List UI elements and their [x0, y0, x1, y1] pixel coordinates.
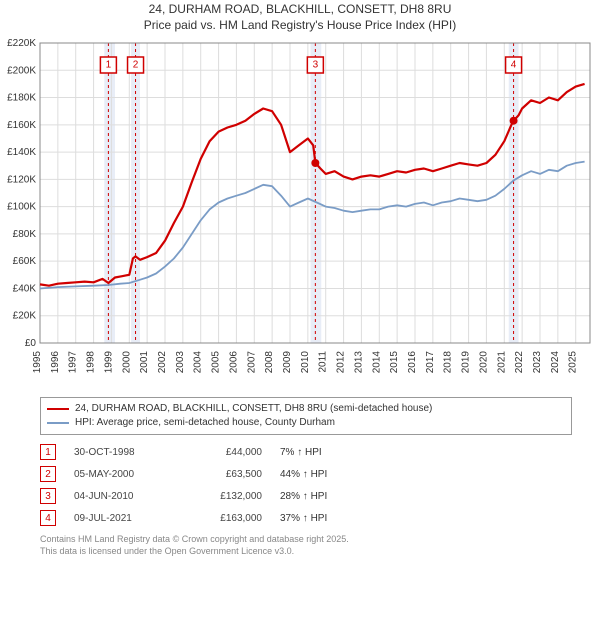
- svg-text:2003: 2003: [175, 351, 186, 374]
- legend-row-blue: HPI: Average price, semi-detached house,…: [47, 416, 565, 430]
- svg-text:1998: 1998: [86, 351, 97, 374]
- svg-text:2005: 2005: [211, 351, 222, 374]
- transaction-row: 1 30-OCT-1998 £44,000 7% ↑ HPI: [40, 441, 572, 463]
- svg-text:2000: 2000: [121, 351, 132, 374]
- tx-price: £163,000: [182, 513, 262, 524]
- svg-text:£20K: £20K: [13, 311, 37, 322]
- transaction-row: 2 05-MAY-2000 £63,500 44% ↑ HPI: [40, 463, 572, 485]
- svg-text:2022: 2022: [514, 351, 525, 374]
- tx-date: 09-JUL-2021: [74, 513, 164, 524]
- tx-pct: 7% ↑ HPI: [280, 447, 360, 458]
- svg-text:2009: 2009: [282, 351, 293, 374]
- svg-text:£40K: £40K: [13, 284, 37, 295]
- tx-index: 1: [40, 444, 56, 460]
- tx-index: 4: [40, 510, 56, 526]
- tx-date: 05-MAY-2000: [74, 469, 164, 480]
- legend-label-red: 24, DURHAM ROAD, BLACKHILL, CONSETT, DH8…: [75, 402, 432, 416]
- footer-line2: This data is licensed under the Open Gov…: [40, 546, 294, 556]
- svg-text:£160K: £160K: [7, 120, 36, 131]
- svg-text:2012: 2012: [336, 351, 347, 374]
- svg-text:2011: 2011: [318, 351, 329, 373]
- svg-text:4: 4: [511, 60, 517, 71]
- svg-text:2015: 2015: [389, 351, 400, 374]
- svg-text:2021: 2021: [496, 351, 507, 374]
- svg-text:2008: 2008: [264, 351, 275, 374]
- svg-text:2007: 2007: [246, 351, 257, 374]
- title-line1: 24, DURHAM ROAD, BLACKHILL, CONSETT, DH8…: [149, 2, 452, 16]
- title-line2: Price paid vs. HM Land Registry's House …: [144, 18, 456, 32]
- svg-text:1: 1: [106, 60, 112, 71]
- svg-text:2014: 2014: [371, 351, 382, 374]
- svg-text:1997: 1997: [68, 351, 79, 374]
- svg-text:2018: 2018: [443, 351, 454, 374]
- price-chart: £0 £20K £40K £60K £80K £100K £120K £140K £160K £1…: [0, 33, 600, 393]
- svg-text:2006: 2006: [228, 351, 239, 374]
- tx-price: £63,500: [182, 469, 262, 480]
- legend-swatch-red: [47, 408, 69, 410]
- transaction-row: 3 04-JUN-2010 £132,000 28% ↑ HPI: [40, 485, 572, 507]
- tx-date: 04-JUN-2010: [74, 491, 164, 502]
- svg-text:£120K: £120K: [7, 175, 36, 186]
- tx-index: 3: [40, 488, 56, 504]
- svg-text:£220K: £220K: [7, 38, 36, 49]
- svg-text:2013: 2013: [353, 351, 364, 374]
- legend-row-red: 24, DURHAM ROAD, BLACKHILL, CONSETT, DH8…: [47, 402, 565, 416]
- svg-text:2025: 2025: [568, 351, 579, 374]
- transaction-row: 4 09-JUL-2021 £163,000 37% ↑ HPI: [40, 507, 572, 529]
- chart-title: 24, DURHAM ROAD, BLACKHILL, CONSETT, DH8…: [0, 0, 600, 33]
- svg-text:£140K: £140K: [7, 147, 36, 158]
- svg-text:£80K: £80K: [13, 229, 37, 240]
- svg-text:1995: 1995: [32, 351, 43, 374]
- svg-text:2016: 2016: [407, 351, 418, 374]
- footer-line1: Contains HM Land Registry data © Crown c…: [40, 534, 349, 544]
- svg-text:2010: 2010: [300, 351, 311, 374]
- tx-price: £132,000: [182, 491, 262, 502]
- svg-text:2019: 2019: [461, 351, 472, 374]
- legend-swatch-blue: [47, 422, 69, 424]
- legend: 24, DURHAM ROAD, BLACKHILL, CONSETT, DH8…: [40, 397, 572, 435]
- svg-text:£100K: £100K: [7, 202, 36, 213]
- svg-text:2017: 2017: [425, 351, 436, 374]
- tx-date: 30-OCT-1998: [74, 447, 164, 458]
- svg-text:£0: £0: [25, 338, 37, 349]
- tx-index: 2: [40, 466, 56, 482]
- tx-price: £44,000: [182, 447, 262, 458]
- footer: Contains HM Land Registry data © Crown c…: [40, 533, 572, 557]
- svg-text:1999: 1999: [103, 351, 114, 374]
- chart-svg: £0 £20K £40K £60K £80K £100K £120K £140K £160K £1…: [0, 33, 600, 393]
- svg-text:£60K: £60K: [13, 256, 37, 267]
- legend-label-blue: HPI: Average price, semi-detached house,…: [75, 416, 335, 430]
- tx-pct: 28% ↑ HPI: [280, 491, 360, 502]
- svg-text:1996: 1996: [50, 351, 61, 374]
- tx-pct: 37% ↑ HPI: [280, 513, 360, 524]
- transactions-table: 1 30-OCT-1998 £44,000 7% ↑ HPI 2 05-MAY-2000 £…: [40, 441, 572, 529]
- svg-text:2004: 2004: [193, 351, 204, 374]
- tx-pct: 44% ↑ HPI: [280, 469, 360, 480]
- svg-text:2: 2: [133, 60, 139, 71]
- svg-text:2020: 2020: [478, 351, 489, 374]
- svg-text:2001: 2001: [139, 351, 150, 374]
- svg-text:2002: 2002: [157, 351, 168, 374]
- svg-text:3: 3: [313, 60, 319, 71]
- svg-text:2023: 2023: [532, 351, 543, 374]
- svg-text:£180K: £180K: [7, 93, 36, 104]
- svg-text:£200K: £200K: [7, 65, 36, 76]
- svg-text:2024: 2024: [550, 351, 561, 374]
